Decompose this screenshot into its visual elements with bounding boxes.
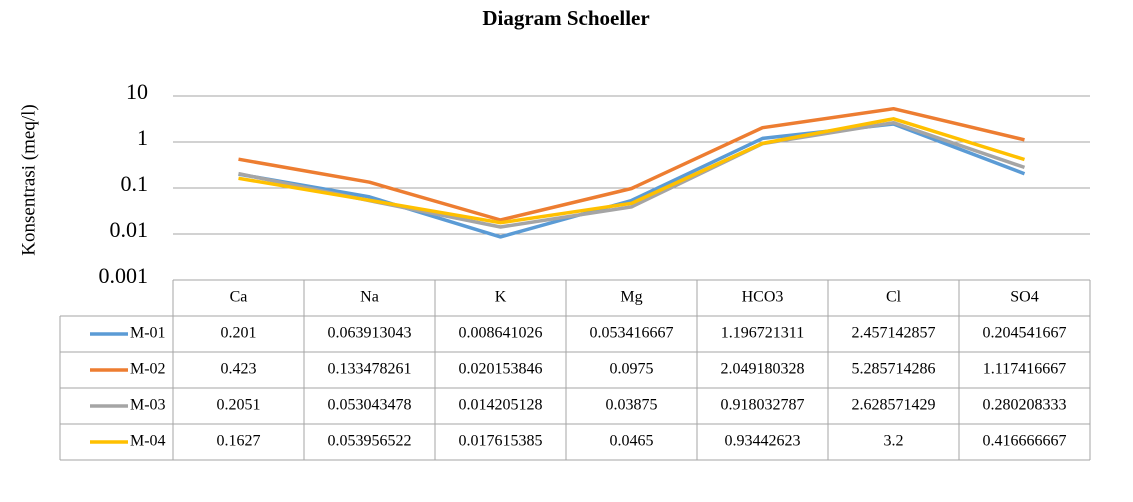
- x-tick-label: Mg: [620, 289, 642, 306]
- table-value: 0.053956522: [328, 433, 412, 450]
- table-value: 0.280208333: [983, 397, 1067, 414]
- table-value: 0.423: [221, 361, 257, 378]
- y-tick-label: 0.1: [121, 171, 149, 196]
- table-value: 0.93442623: [725, 433, 801, 450]
- table-value: 0.053416667: [590, 325, 674, 342]
- table-value: 0.053043478: [328, 397, 412, 414]
- y-tick-label: 10: [126, 79, 148, 104]
- table-value: 0.204541667: [983, 325, 1067, 342]
- x-tick-label: Na: [360, 289, 379, 306]
- table-value: 2.628571429: [852, 397, 936, 414]
- series-line: [238, 120, 1026, 229]
- x-tick-label: Ca: [230, 289, 248, 306]
- table-value: 1.117416667: [983, 361, 1066, 378]
- table-value: 0.03875: [606, 397, 658, 414]
- table-value: 0.416666667: [983, 433, 1067, 450]
- table-value: 2.457142857: [852, 325, 936, 342]
- x-tick-label: Cl: [886, 289, 902, 306]
- table-value: 0.008641026: [459, 325, 543, 342]
- legend-label: M-01: [130, 325, 166, 342]
- series-line: [238, 117, 1026, 225]
- x-tick-label: HCO3: [742, 289, 784, 306]
- y-tick-label: 1: [137, 125, 148, 150]
- x-tick-label: SO4: [1010, 289, 1038, 306]
- table-value: 0.201: [221, 325, 257, 342]
- y-tick-label: 0.001: [99, 263, 149, 288]
- y-axis-label: Konsentrasi (meq/l): [18, 104, 39, 255]
- table-value: 1.196721311: [721, 325, 804, 342]
- table-value: 0.2051: [217, 397, 261, 414]
- table-value: 0.0975: [610, 361, 654, 378]
- legend-label: M-04: [130, 433, 166, 450]
- table-value: 0.1627: [217, 433, 261, 450]
- table-value: 0.133478261: [328, 361, 412, 378]
- table-value: 0.0465: [610, 433, 654, 450]
- legend-label: M-03: [130, 397, 166, 414]
- table-value: 3.2: [884, 433, 904, 450]
- table-value: 0.017615385: [459, 433, 543, 450]
- legend-label: M-02: [130, 361, 166, 378]
- table-value: 5.285714286: [852, 361, 936, 378]
- chart-title: Diagram Schoeller: [482, 6, 649, 30]
- y-tick-label: 0.01: [110, 217, 149, 242]
- series-line: [238, 106, 1025, 222]
- table-value: 0.020153846: [459, 361, 543, 378]
- table-value: 0.014205128: [459, 397, 543, 414]
- table-value: 0.063913043: [328, 325, 412, 342]
- x-tick-label: K: [495, 289, 507, 306]
- table-value: 0.918032787: [721, 397, 805, 414]
- table-value: 2.049180328: [721, 361, 805, 378]
